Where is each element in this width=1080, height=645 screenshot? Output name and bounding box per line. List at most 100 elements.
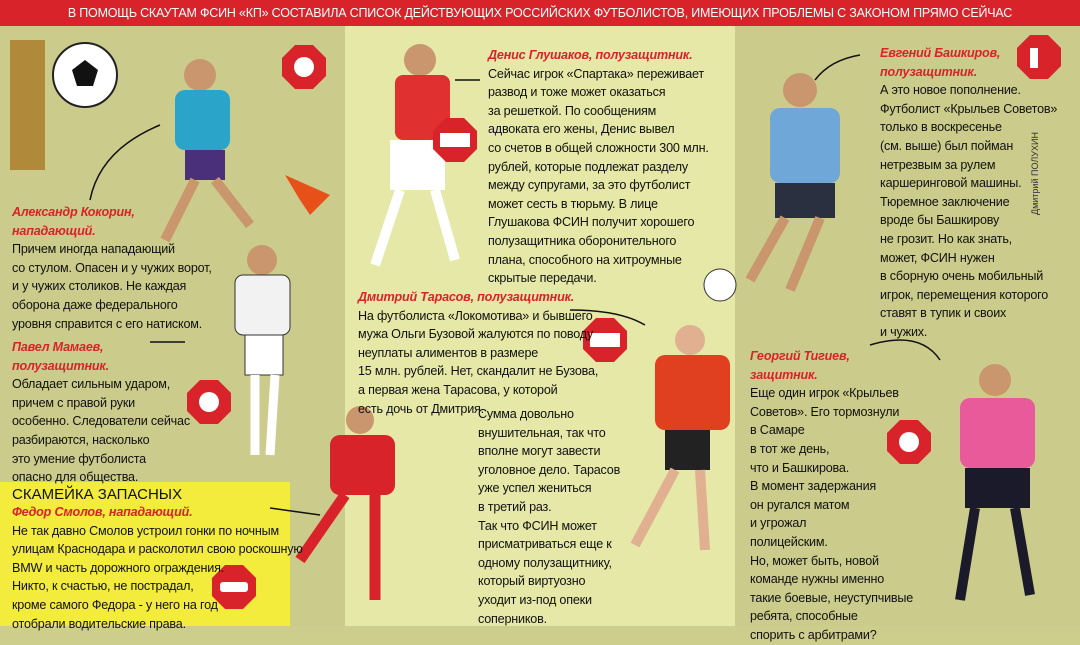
player-kokorin — [160, 59, 254, 243]
player-name: Евгений Башкиров, — [880, 46, 1001, 60]
text-line: уголовное дело. Тарасов — [478, 462, 621, 477]
text-line: Сейчас игрок «Спартака» переживает — [488, 66, 704, 81]
header-title: В ПОМОЩЬ СКАУТАМ ФСИН «КП» СОСТАВИЛА СПИ… — [0, 0, 1080, 26]
player-name: защитник. — [750, 367, 818, 382]
illustrations — [10, 35, 1061, 609]
text-line: игрок, перемещения которого — [880, 287, 1049, 302]
text-line: кроме самого Федора - у него на год — [12, 597, 218, 612]
text-line: Футболист «Крыльев Советов» — [880, 101, 1058, 116]
text-line: а первая жена Тарасова, у которой — [358, 382, 558, 397]
player-name: полузащитник. — [880, 64, 977, 79]
icon-drink — [1017, 35, 1061, 79]
player-block: Дмитрий Тарасов, полузащитник. На футболи… — [358, 288, 598, 418]
player-block: Георгий Тигиев, защитник. Еще один игрок «… — [750, 347, 913, 645]
text-line: он ругался матом — [750, 497, 850, 512]
text-line: и чужих. — [880, 324, 928, 339]
text-line: мужа Ольги Бузовой жалуются по поводу — [358, 327, 594, 342]
icon-money — [433, 118, 477, 162]
text-line: вроде бы Башкирову — [880, 213, 1000, 228]
player-tarasov — [630, 325, 730, 551]
text-line: может сесть в тюрьму. В лице — [488, 196, 658, 211]
statue — [10, 40, 45, 170]
text-line: Тюремное заключение — [880, 194, 1010, 209]
text-line: только в воскресенье — [880, 120, 1002, 135]
text-line: опасно для общества. — [12, 470, 139, 485]
icon-fight — [187, 380, 231, 424]
text-line: (см. выше) был пойман — [880, 138, 1014, 153]
text-line: ставят в тупик и своих — [880, 306, 1007, 321]
player-name: Федор Смолов, нападающий. — [12, 505, 193, 519]
text-line: уходит из-под опеки — [478, 592, 592, 607]
text-line: оборона даже федерального — [12, 297, 178, 312]
text-line: уже успел жениться — [478, 481, 592, 496]
text-line: и у чужих столиков. Не каждая — [12, 279, 187, 294]
icon-money — [583, 318, 627, 362]
text-line: 15 млн. рублей. Нет, скандалит не Бузова… — [358, 364, 599, 379]
text-line: улицам Краснодара и расколотил свою роск… — [12, 542, 303, 557]
text-line: ребята, способные — [750, 609, 858, 624]
text-line: плана, способного на хитроумные — [488, 252, 682, 267]
player-name: нападающий. — [12, 223, 96, 238]
text-line: Но, может быть, новой — [750, 553, 879, 568]
text-line: адвоката его жены, Денис вывел — [488, 122, 675, 137]
text-line: в сборную очень мобильный — [880, 269, 1044, 284]
player-smolov — [295, 406, 395, 600]
text-line: и угрожал — [750, 516, 807, 531]
player-block: Павел Мамаев, полузащитник. Обладает сильн… — [12, 338, 190, 487]
player-name: полузащитник. — [12, 358, 109, 373]
text-line: Причем иногда нападающий — [12, 242, 175, 257]
player-bashkirov — [703, 73, 840, 302]
text-line: А это новое пополнение. — [880, 83, 1021, 98]
text-line: Так что ФСИН может — [478, 518, 597, 533]
player-name: Георгий Тигиев, — [750, 349, 850, 363]
arrows — [89, 54, 941, 516]
text-line: нетрезвым за рулем — [880, 157, 996, 172]
player-block: Евгений Башкиров, полузащитник. А это ново… — [880, 44, 1057, 342]
text-line: разбираются, насколько — [12, 432, 150, 447]
logo — [285, 175, 330, 215]
player-name: Дмитрий Тарасов, полузащитник. — [358, 290, 575, 304]
text-line: который виртуозно — [478, 574, 586, 589]
text-line: Глушакова ФСИН получит хорошего — [488, 215, 695, 230]
icon-shout — [887, 420, 931, 464]
text-line: уровня справится с его натиском. — [12, 316, 203, 331]
text-line: может, ФСИН нужен — [880, 250, 995, 265]
text-line: полузащитника оборонительного — [488, 233, 677, 248]
text-line: присматриваться еще к — [478, 537, 612, 552]
text-line: со стулом. Опасен и у чужих ворот, — [12, 260, 212, 275]
text-line: скрытые передачи. — [488, 271, 597, 286]
player-name: Денис Глушаков, полузащитник. — [488, 48, 693, 62]
text-line: На футболиста «Локомотива» и бывшего — [358, 308, 593, 323]
text-line: полицейским. — [750, 534, 828, 549]
player-block: Федор Смолов, нападающий. Не так давно См… — [12, 503, 303, 633]
player-block: Денис Глушаков, полузащитник. Сейчас игро… — [488, 46, 709, 288]
text-line: между супругами, за это футболист — [488, 178, 691, 193]
text-line: не грозит. Но как знать, — [880, 231, 1012, 246]
text-line: причем с правой руки — [12, 395, 135, 410]
player-tigiev — [955, 364, 1035, 601]
text-line: Еще один игрок «Крыльев — [750, 386, 899, 401]
text-line: со счетов в общей сложности 300 млн. — [488, 140, 709, 155]
text-line: Сумма довольно — [478, 407, 574, 421]
text-line: одному полузащитнику, — [478, 555, 612, 570]
player-mamaev — [234, 245, 291, 456]
bench-heading: СКАМЕЙКА ЗАПАСНЫХ — [12, 486, 183, 503]
icon-fight — [282, 45, 326, 89]
player-block: Александр Кокорин, нападающий. Причем иног… — [12, 203, 212, 333]
text-line: Никто, к счастью, не пострадал, — [12, 579, 194, 594]
player-name: Павел Мамаев, — [12, 340, 104, 354]
text-line: это умение футболиста — [12, 451, 146, 466]
text-line: особенно. Следователи сейчас — [12, 414, 190, 429]
text-line: спорить с арбитрами? — [750, 627, 877, 642]
text-line: каршеринговой машины. — [880, 176, 1022, 191]
text-line: Советов». Его тормознули — [750, 404, 900, 419]
player-block: Сумма довольно внушительная, так что вполн… — [478, 405, 620, 628]
text-line: команде нужны именно — [750, 572, 885, 587]
icon-car — [212, 565, 256, 609]
text-line: что и Башкирова. — [750, 460, 850, 475]
text-line: Обладает сильным ударом, — [12, 377, 171, 392]
text-line: внушительная, так что — [478, 425, 606, 440]
player-name: Александр Кокорин, — [12, 205, 135, 219]
text-line: BMW и часть дорожного ограждения. — [12, 560, 225, 575]
